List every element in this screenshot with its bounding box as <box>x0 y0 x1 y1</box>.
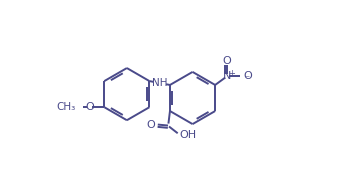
Text: CH₃: CH₃ <box>57 102 76 112</box>
Text: +: + <box>228 69 235 78</box>
Text: OH: OH <box>180 130 197 140</box>
Text: N: N <box>223 71 231 81</box>
Text: NH: NH <box>152 78 167 88</box>
Text: O: O <box>146 120 155 130</box>
Text: O: O <box>85 102 94 112</box>
Text: O: O <box>223 56 231 66</box>
Text: ⁻: ⁻ <box>244 75 249 85</box>
Text: O: O <box>243 71 252 81</box>
